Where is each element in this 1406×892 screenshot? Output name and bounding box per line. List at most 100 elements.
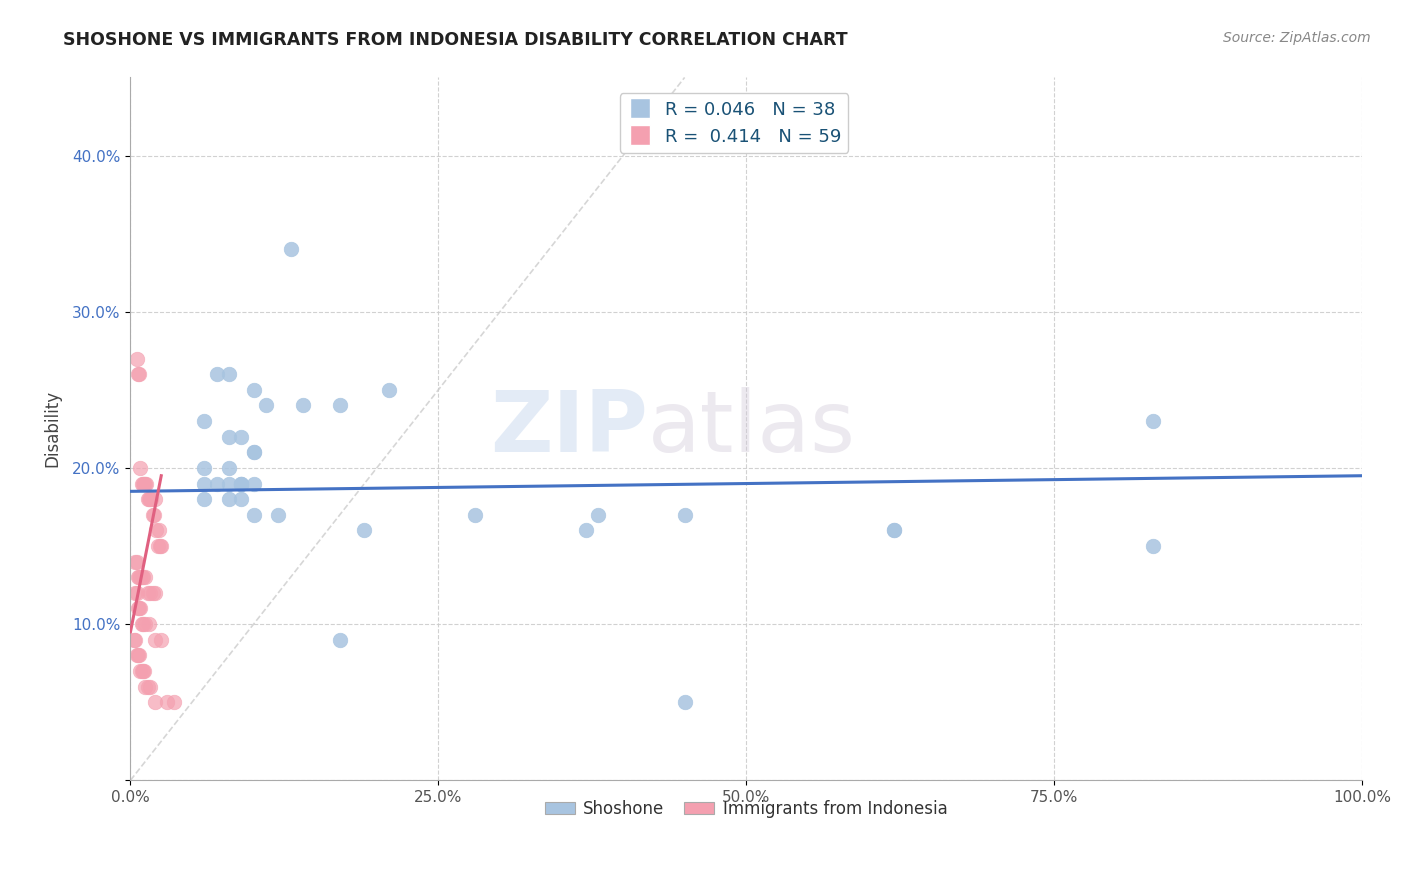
Point [231, 476, 253, 491]
Point [125, 555, 148, 569]
Point [218, 476, 240, 491]
Point [464, 508, 486, 522]
Point [143, 632, 166, 647]
Point [231, 476, 253, 491]
Point [136, 586, 159, 600]
Point [218, 492, 240, 507]
Point [329, 632, 352, 647]
Point [136, 680, 159, 694]
Point [146, 539, 169, 553]
Point [132, 570, 155, 584]
Point [162, 695, 184, 709]
Point [128, 368, 150, 382]
Point [127, 648, 149, 663]
Point [132, 476, 155, 491]
Point [125, 586, 148, 600]
Point [883, 524, 905, 538]
Point [148, 524, 170, 538]
Point [127, 601, 149, 615]
Point [138, 492, 160, 507]
Point [142, 586, 165, 600]
Point [135, 476, 157, 491]
Point [139, 492, 162, 507]
Point [131, 664, 153, 678]
Point [143, 695, 166, 709]
Point [378, 383, 401, 397]
Point [205, 476, 228, 491]
Point [132, 617, 155, 632]
Point [150, 539, 173, 553]
Point [143, 492, 166, 507]
Point [329, 399, 352, 413]
Point [124, 632, 146, 647]
Point [242, 445, 264, 459]
Point [254, 399, 277, 413]
Point [136, 492, 159, 507]
Legend: Shoshone, Immigrants from Indonesia: Shoshone, Immigrants from Indonesia [538, 793, 955, 825]
Point [134, 680, 156, 694]
Point [131, 570, 153, 584]
Point [138, 617, 160, 632]
Point [131, 476, 153, 491]
Point [231, 476, 253, 491]
Point [139, 586, 162, 600]
Point [883, 524, 905, 538]
Point [193, 492, 215, 507]
Point [128, 648, 150, 663]
Point [280, 242, 302, 256]
Point [673, 508, 696, 522]
Point [124, 586, 146, 600]
Point [125, 351, 148, 366]
Point [132, 664, 155, 678]
Point [127, 368, 149, 382]
Point [193, 461, 215, 475]
Point [231, 430, 253, 444]
Point [145, 524, 167, 538]
Point [1142, 414, 1164, 428]
Point [122, 632, 145, 647]
Point [124, 555, 146, 569]
Point [291, 399, 314, 413]
Point [218, 461, 240, 475]
Point [231, 492, 253, 507]
Point [150, 632, 173, 647]
Point [134, 570, 156, 584]
Point [129, 601, 152, 615]
Point [141, 492, 163, 507]
Point [193, 476, 215, 491]
Point [218, 430, 240, 444]
Point [242, 476, 264, 491]
Text: ZIP: ZIP [489, 387, 648, 470]
Point [142, 508, 165, 522]
Point [588, 508, 610, 522]
Point [242, 508, 264, 522]
Point [132, 664, 155, 678]
Y-axis label: Disability: Disability [44, 391, 60, 467]
Text: SHOSHONE VS IMMIGRANTS FROM INDONESIA DISABILITY CORRELATION CHART: SHOSHONE VS IMMIGRANTS FROM INDONESIA DI… [63, 31, 848, 49]
Point [156, 695, 179, 709]
Point [132, 476, 155, 491]
Point [193, 414, 215, 428]
Point [129, 664, 152, 678]
Point [575, 524, 598, 538]
Point [1142, 539, 1164, 553]
Point [129, 570, 152, 584]
Point [134, 617, 156, 632]
Point [205, 368, 228, 382]
Point [143, 586, 166, 600]
Point [128, 601, 150, 615]
Point [134, 476, 156, 491]
Point [673, 695, 696, 709]
Point [131, 617, 153, 632]
Point [142, 508, 165, 522]
Point [125, 648, 148, 663]
Point [242, 445, 264, 459]
Point [129, 461, 152, 475]
Point [149, 539, 172, 553]
Point [242, 383, 264, 397]
Text: atlas: atlas [648, 387, 856, 470]
Point [127, 570, 149, 584]
Point [128, 570, 150, 584]
Point [267, 508, 290, 522]
Point [353, 524, 375, 538]
